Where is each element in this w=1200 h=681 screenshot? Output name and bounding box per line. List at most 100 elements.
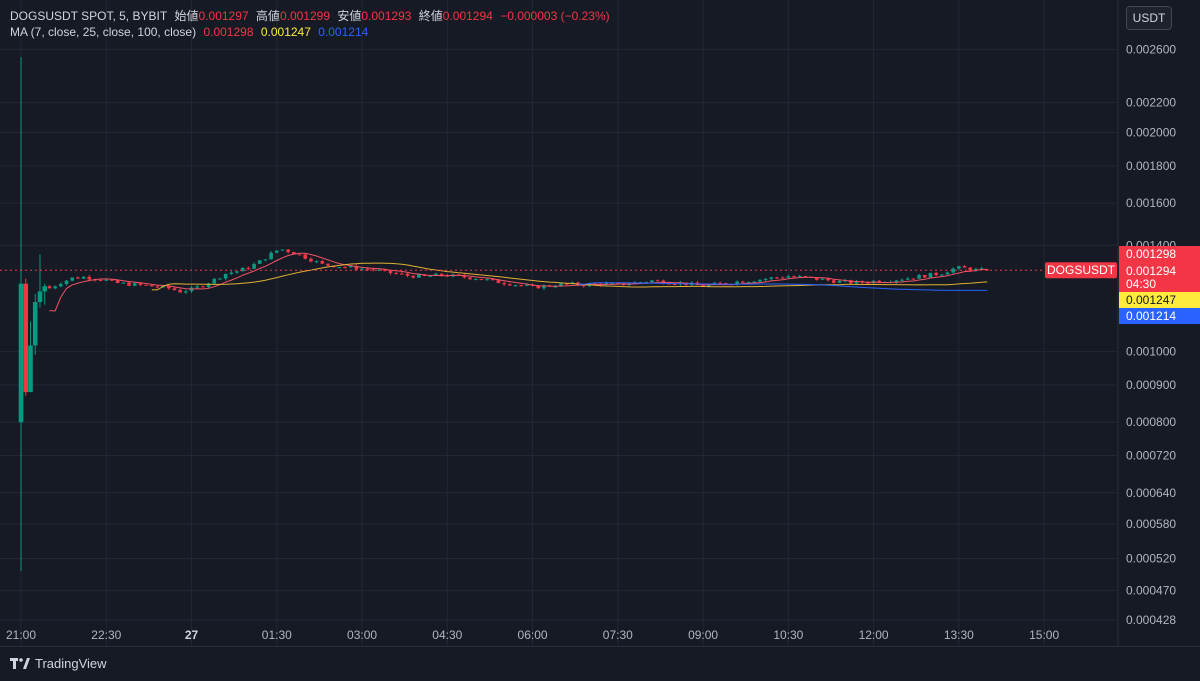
candle-body bbox=[132, 283, 137, 286]
candle-body bbox=[945, 272, 950, 275]
tradingview-logo[interactable]: TradingView bbox=[10, 656, 107, 671]
candle-body bbox=[155, 286, 160, 288]
candle-body bbox=[837, 280, 842, 283]
y-tick-label: 0.001800 bbox=[1126, 159, 1176, 173]
candle-body bbox=[394, 273, 398, 275]
candle-body bbox=[337, 267, 342, 269]
candle-body bbox=[18, 283, 24, 423]
ma-legend: MA (7, close, 25, close, 100, close) 0.0… bbox=[10, 24, 614, 40]
candle-body bbox=[23, 283, 29, 393]
ma-indicator-label[interactable]: MA (7, close, 25, close, 100, close) bbox=[10, 25, 197, 39]
high-label: 高値 bbox=[255, 9, 280, 23]
candle-body bbox=[121, 282, 126, 284]
candle-body bbox=[962, 266, 967, 268]
y-tick-label: 0.000900 bbox=[1126, 378, 1176, 392]
candle-body bbox=[735, 281, 739, 285]
high-value: 0.001299 bbox=[279, 9, 330, 23]
candle-body bbox=[263, 259, 268, 261]
candle-body bbox=[746, 281, 751, 283]
x-tick-label: 12:00 bbox=[859, 628, 889, 642]
candle-body bbox=[797, 276, 802, 278]
candle-body bbox=[371, 269, 376, 271]
candle-body bbox=[240, 267, 245, 272]
x-tick-label: 09:00 bbox=[688, 628, 718, 642]
candle-body bbox=[917, 275, 921, 279]
x-tick-label: 21:00 bbox=[6, 628, 36, 642]
ma100-price-tag: 0.001214 bbox=[1119, 308, 1200, 324]
ma25-value: 0.001247 bbox=[260, 25, 311, 39]
candle-body bbox=[780, 277, 785, 279]
candle-body bbox=[360, 268, 364, 270]
candle-body bbox=[314, 261, 319, 263]
ma100-line bbox=[577, 282, 988, 291]
candle-body bbox=[559, 283, 563, 287]
candle-body bbox=[951, 268, 955, 273]
chart-legend: DOGSUSDT SPOT, 5, BYBIT 始値0.001297 高値0.0… bbox=[10, 8, 614, 40]
ma25-price-tag-bg bbox=[1119, 292, 1200, 308]
candle-body bbox=[37, 291, 43, 303]
x-tick-label: 03:00 bbox=[347, 628, 377, 642]
candle-body bbox=[104, 279, 109, 281]
candle-body bbox=[485, 279, 489, 281]
ma25-price-tag-text: 0.001247 bbox=[1126, 293, 1176, 307]
candle-body bbox=[616, 282, 620, 284]
candle-body bbox=[434, 273, 438, 276]
candle-body bbox=[28, 345, 33, 393]
footer-bar: TradingView bbox=[0, 646, 1200, 681]
candle-body bbox=[940, 274, 944, 276]
candle-body bbox=[76, 277, 80, 279]
candle-body bbox=[127, 282, 131, 286]
ma100-price-tag-text: 0.001214 bbox=[1126, 309, 1176, 323]
candle-body bbox=[542, 285, 546, 289]
candle-body bbox=[752, 281, 757, 283]
candle-body bbox=[365, 268, 370, 270]
ma7-price-tag: 0.001298 bbox=[1119, 246, 1200, 262]
ma100-value: 0.001214 bbox=[318, 25, 369, 39]
ma7-line bbox=[49, 252, 988, 312]
ma100-price-tag-bg bbox=[1119, 308, 1200, 324]
candle-body bbox=[792, 276, 796, 278]
symbol-tag-bg bbox=[1045, 262, 1117, 279]
candle-body bbox=[87, 276, 92, 280]
y-tick-label: 0.000470 bbox=[1126, 583, 1176, 597]
low-value: 0.001293 bbox=[361, 9, 412, 23]
y-tick-label: 0.000580 bbox=[1126, 517, 1176, 531]
candle-body bbox=[326, 263, 330, 266]
candle-body bbox=[115, 279, 120, 283]
currency-unit-button[interactable]: USDT bbox=[1126, 6, 1172, 30]
symbol-title[interactable]: DOGSUSDT SPOT, 5, BYBIT bbox=[10, 9, 168, 23]
candle-body bbox=[610, 282, 614, 284]
candle-body bbox=[309, 258, 313, 262]
x-tick-label: 04:30 bbox=[432, 628, 462, 642]
x-tick-label: 27 bbox=[185, 628, 199, 642]
candle-body bbox=[508, 284, 512, 286]
candle-body bbox=[820, 278, 825, 280]
candle-body bbox=[292, 252, 296, 255]
candle-body bbox=[382, 269, 387, 271]
candle-body bbox=[803, 276, 808, 278]
y-tick-label: 0.000428 bbox=[1126, 613, 1176, 627]
candle-body bbox=[479, 279, 484, 281]
candle-body bbox=[581, 285, 586, 287]
candle-body bbox=[775, 277, 779, 279]
candle-body bbox=[877, 280, 882, 283]
candle-body bbox=[138, 283, 143, 285]
candle-body bbox=[223, 273, 228, 279]
grid bbox=[0, 0, 1118, 646]
candle-body bbox=[280, 249, 285, 251]
candle-body bbox=[769, 277, 774, 279]
candle-body bbox=[70, 277, 74, 281]
candle-body bbox=[968, 267, 973, 271]
candle-body bbox=[184, 291, 188, 293]
candle-body bbox=[650, 280, 654, 283]
candle-body bbox=[229, 272, 234, 274]
candle-body bbox=[473, 279, 478, 281]
open-value: 0.001297 bbox=[198, 9, 249, 23]
candle-body bbox=[377, 269, 381, 271]
candle-body bbox=[536, 285, 541, 289]
candle-body bbox=[110, 279, 114, 281]
x-tick-label: 15:00 bbox=[1029, 628, 1059, 642]
candle-body bbox=[269, 252, 273, 260]
candle-body bbox=[246, 267, 251, 269]
